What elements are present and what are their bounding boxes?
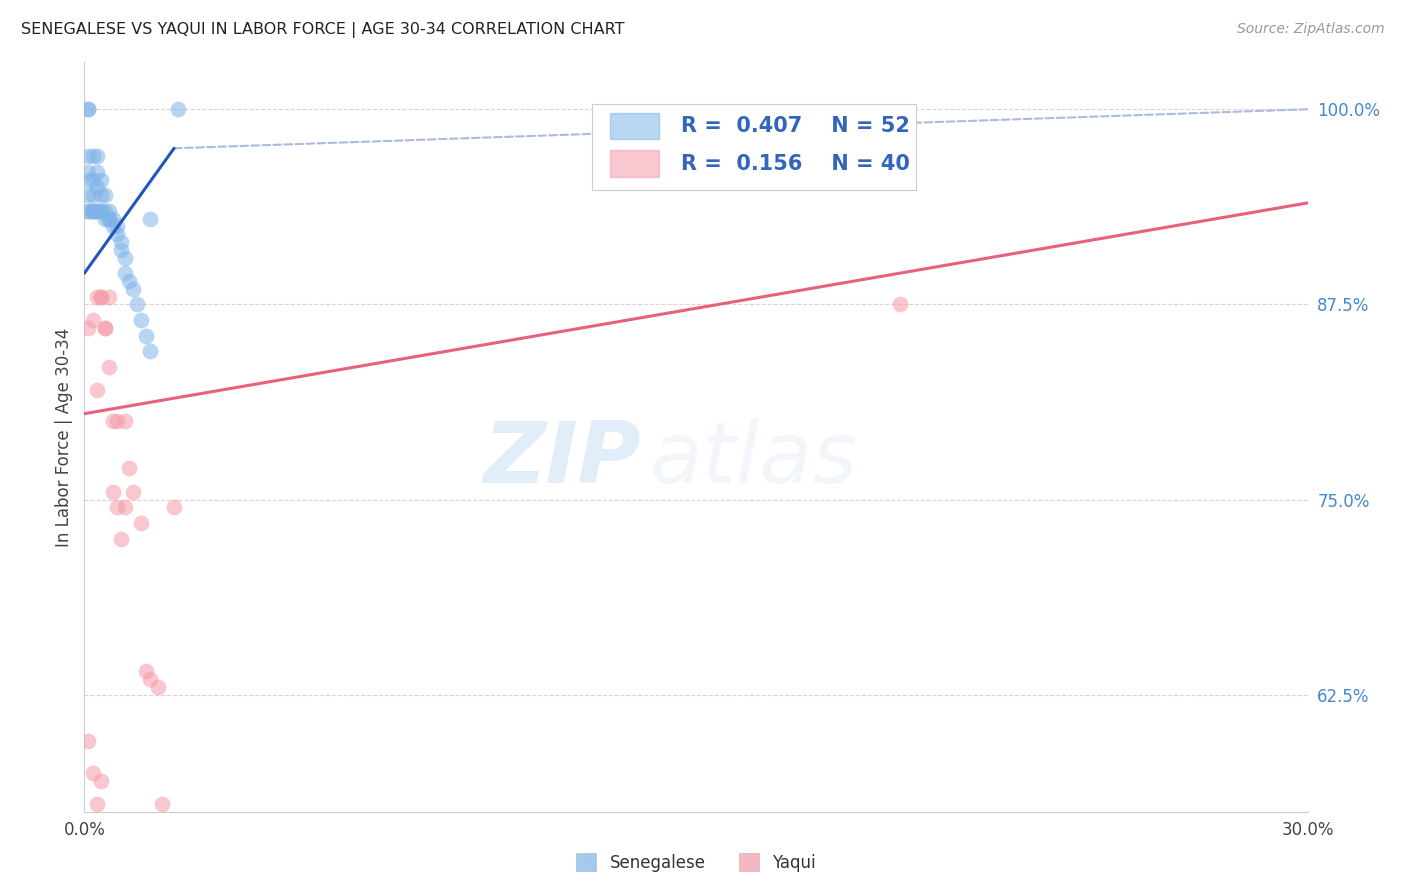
Point — [82, 172, 104, 186]
Point — [82, 149, 104, 163]
Point — [86, 384, 108, 398]
Point — [889, 297, 911, 311]
Point — [131, 313, 153, 327]
Point — [90, 289, 112, 303]
Point — [93, 320, 115, 334]
Point — [82, 203, 104, 218]
Point — [114, 500, 136, 515]
Point — [86, 180, 108, 194]
Text: SENEGALESE VS YAQUI IN LABOR FORCE | AGE 30-34 CORRELATION CHART: SENEGALESE VS YAQUI IN LABOR FORCE | AGE… — [21, 22, 624, 38]
Point — [101, 414, 124, 429]
Point — [86, 203, 108, 218]
Point — [86, 164, 108, 178]
Point — [93, 188, 115, 202]
Text: Source: ZipAtlas.com: Source: ZipAtlas.com — [1237, 22, 1385, 37]
Point — [86, 149, 108, 163]
Text: R =  0.156    N = 40: R = 0.156 N = 40 — [682, 153, 910, 174]
Point — [114, 414, 136, 429]
Point — [138, 672, 160, 686]
Point — [97, 203, 120, 218]
Point — [150, 797, 173, 811]
Point — [77, 203, 100, 218]
Point — [114, 266, 136, 280]
Point — [82, 188, 104, 202]
Text: R =  0.407    N = 52: R = 0.407 N = 52 — [682, 116, 910, 136]
Point — [105, 219, 128, 234]
Point — [163, 500, 186, 515]
Point — [77, 164, 100, 178]
Point — [77, 102, 100, 116]
Text: atlas: atlas — [650, 418, 858, 501]
Point — [77, 149, 100, 163]
Point — [93, 320, 115, 334]
Point — [97, 211, 120, 226]
Point — [110, 243, 132, 257]
Point — [90, 172, 112, 186]
Y-axis label: In Labor Force | Age 30-34: In Labor Force | Age 30-34 — [55, 327, 73, 547]
Point — [105, 414, 128, 429]
Point — [101, 484, 124, 499]
Point — [86, 797, 108, 811]
Point — [135, 664, 157, 679]
Point — [77, 320, 100, 334]
Point — [167, 102, 190, 116]
Point — [105, 500, 128, 515]
Point — [77, 102, 100, 116]
Point — [77, 188, 100, 202]
Point — [118, 461, 141, 475]
Point — [122, 484, 145, 499]
FancyBboxPatch shape — [610, 151, 659, 177]
Point — [86, 289, 108, 303]
Point — [97, 359, 120, 374]
Point — [138, 211, 160, 226]
Point — [101, 211, 124, 226]
Point — [90, 773, 112, 788]
Point — [138, 344, 160, 359]
FancyBboxPatch shape — [592, 103, 917, 190]
Point — [82, 203, 104, 218]
Point — [90, 188, 112, 202]
Point — [82, 765, 104, 780]
Point — [127, 297, 149, 311]
Point — [110, 532, 132, 546]
Point — [101, 219, 124, 234]
Point — [93, 211, 115, 226]
Point — [82, 313, 104, 327]
Point — [105, 227, 128, 241]
Point — [110, 235, 132, 249]
Point — [77, 203, 100, 218]
FancyBboxPatch shape — [610, 113, 659, 139]
Point — [90, 203, 112, 218]
Point — [131, 516, 153, 530]
Point — [114, 251, 136, 265]
Point — [146, 680, 169, 694]
Legend: Senegalese, Yaqui: Senegalese, Yaqui — [569, 847, 823, 879]
Point — [86, 203, 108, 218]
Point — [77, 172, 100, 186]
Point — [97, 289, 120, 303]
Point — [77, 734, 100, 748]
Point — [82, 203, 104, 218]
Point — [97, 211, 120, 226]
Point — [122, 282, 145, 296]
Point — [90, 289, 112, 303]
Point — [135, 328, 157, 343]
Point — [93, 203, 115, 218]
Point — [118, 274, 141, 288]
Text: ZIP: ZIP — [484, 418, 641, 501]
Point — [90, 203, 112, 218]
